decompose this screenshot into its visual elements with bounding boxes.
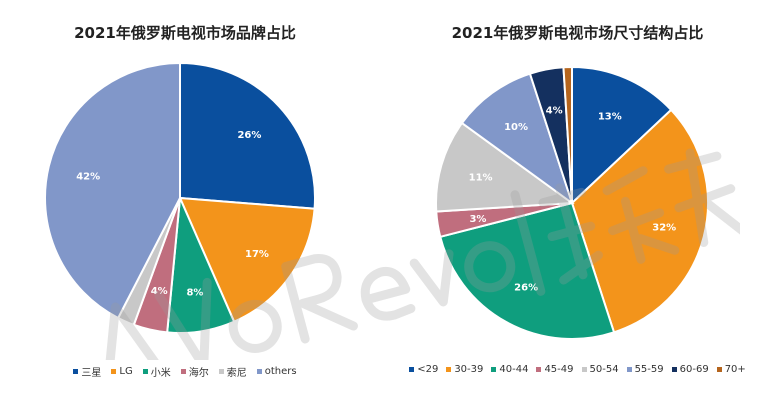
pie-slice bbox=[562, 65, 573, 204]
legend-swatch bbox=[716, 367, 722, 372]
legend-swatch bbox=[180, 369, 186, 374]
slice-label: 4% bbox=[151, 286, 168, 297]
legend-item: others bbox=[256, 364, 297, 379]
chart-title: 2021年俄罗斯电视市场品牌占比 bbox=[74, 24, 296, 42]
slice-label: 4% bbox=[546, 105, 563, 116]
legend-swatch bbox=[536, 367, 542, 372]
legend-item: <29 bbox=[409, 364, 438, 375]
legend-swatch bbox=[73, 369, 79, 374]
legend-label: 50-54 bbox=[589, 364, 619, 375]
legend-swatch bbox=[142, 369, 148, 374]
legend-item: 海尔 bbox=[180, 364, 209, 379]
legend-swatch bbox=[409, 367, 415, 372]
legend-label: 海尔 bbox=[188, 368, 209, 379]
slice-label: 8% bbox=[186, 287, 203, 298]
legend-label: 60-69 bbox=[679, 364, 709, 375]
legend-swatch bbox=[581, 367, 587, 372]
legend-item: 50-54 bbox=[581, 364, 619, 375]
legend-label: 40-44 bbox=[499, 364, 529, 375]
legend-label: LG bbox=[119, 366, 133, 377]
legend-item: 60-69 bbox=[671, 364, 709, 375]
legend-item: 45-49 bbox=[536, 364, 574, 375]
size-share-pie: 13% 32% 26% 3% 11% 10% 4% bbox=[435, 65, 709, 340]
slice-label: 11% bbox=[469, 172, 493, 183]
brand-share-chart: 2021年俄罗斯电视市场品牌占比 26% 17% 8% 4% 42% 三星 LG 小米 海尔 索… bbox=[0, 0, 370, 401]
pie-slice bbox=[571, 65, 673, 206]
legend-swatch bbox=[111, 369, 117, 374]
legend-item: 索尼 bbox=[218, 364, 247, 379]
legend-swatch bbox=[256, 369, 262, 374]
legend-label: 三星 bbox=[81, 368, 102, 379]
pie-slice bbox=[460, 72, 574, 206]
legend-label: 小米 bbox=[150, 368, 171, 379]
pie-slice bbox=[570, 108, 709, 334]
slice-label: 26% bbox=[514, 282, 538, 293]
legend-label: 30-39 bbox=[454, 364, 484, 375]
legend-item: 40-44 bbox=[491, 364, 528, 375]
brand-share-pie: 26% 17% 8% 4% 42% bbox=[44, 61, 316, 334]
slice-label: 32% bbox=[652, 223, 676, 234]
pie-slice bbox=[439, 201, 616, 340]
legend-swatch bbox=[491, 367, 497, 372]
legend-item: 70+ bbox=[716, 364, 746, 375]
legend-item: 三星 bbox=[73, 364, 101, 379]
size-share-chart: 2021年俄罗斯电视市场尺寸结构占比 13% 32% 26% 3% 11% 10% 4% <… bbox=[385, 0, 770, 401]
legend-swatch bbox=[218, 369, 224, 374]
legend-label: 55-59 bbox=[634, 364, 664, 375]
pie-slice bbox=[179, 61, 316, 210]
pie-slice bbox=[178, 196, 316, 323]
slice-label: 3% bbox=[469, 214, 486, 225]
chart-title: 2021年俄罗斯电视市场尺寸结构占比 bbox=[451, 24, 704, 42]
pie-slice bbox=[44, 61, 181, 320]
size-legend: <29 30-39 40-44 45-49 50-54 55-59 60-69 70+ bbox=[385, 364, 770, 375]
legend-item: 30-39 bbox=[446, 364, 483, 375]
slice-label: 13% bbox=[598, 112, 622, 123]
slice-label: 10% bbox=[504, 122, 528, 133]
legend-label: 70+ bbox=[724, 364, 746, 375]
legend-label: 索尼 bbox=[226, 368, 247, 379]
slice-label: 26% bbox=[237, 130, 261, 141]
legend-label: <29 bbox=[417, 364, 439, 375]
legend-swatch bbox=[626, 367, 632, 372]
slice-label: 17% bbox=[245, 249, 269, 260]
legend-swatch bbox=[671, 367, 677, 372]
brand-legend: 三星 LG 小米 海尔 索尼 others bbox=[0, 364, 370, 379]
pie-slice bbox=[435, 121, 575, 213]
legend-label: 45-49 bbox=[544, 364, 574, 375]
legend-item: LG bbox=[111, 364, 133, 379]
legend-item: 55-59 bbox=[626, 364, 664, 375]
legend-label: others bbox=[264, 366, 297, 377]
slice-label: 42% bbox=[76, 172, 100, 183]
legend-swatch bbox=[446, 367, 452, 372]
legend-item: 小米 bbox=[142, 364, 171, 379]
